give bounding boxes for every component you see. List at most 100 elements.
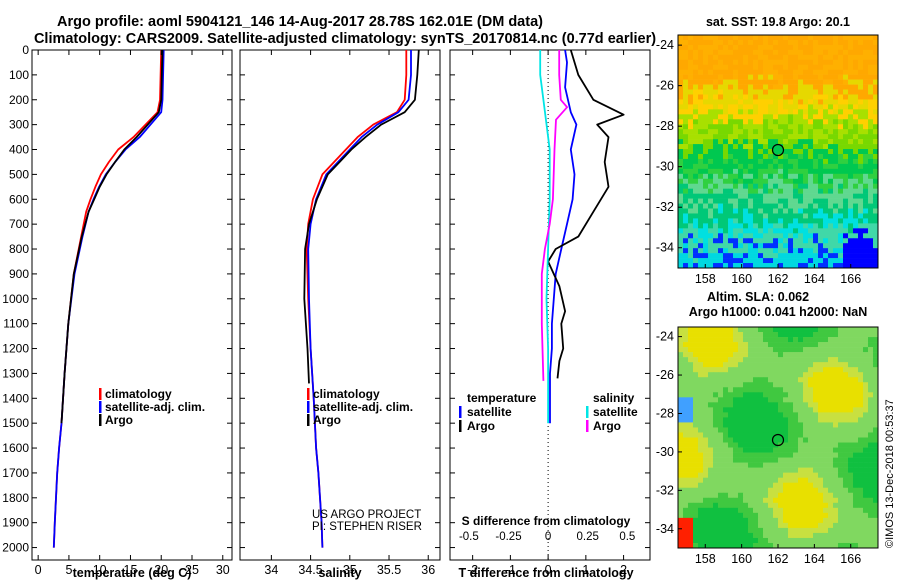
map-cell <box>833 69 839 75</box>
map-cell <box>798 258 804 264</box>
map-cell <box>853 492 859 499</box>
map-cell <box>818 99 824 105</box>
map-cell <box>758 64 764 70</box>
map-cell <box>718 367 724 373</box>
map-cell <box>808 79 814 85</box>
map-cell <box>873 437 879 443</box>
map-cell <box>868 397 874 403</box>
map-cell <box>863 198 869 204</box>
map-cell <box>788 482 794 489</box>
map-cell <box>858 367 864 373</box>
map-cell <box>813 253 819 259</box>
map-cell <box>738 44 744 51</box>
map-cell <box>793 198 799 204</box>
map-cell <box>738 109 744 115</box>
map-cell <box>838 223 844 229</box>
map-cell <box>723 427 729 433</box>
depth-tick-label: 2000 <box>2 541 29 555</box>
map-cell <box>728 188 734 194</box>
map-cell <box>753 114 759 120</box>
map-cell <box>768 163 774 170</box>
map-cell <box>763 447 769 453</box>
map-cell <box>678 238 684 244</box>
map-cell <box>798 124 804 130</box>
map-cell <box>798 79 804 85</box>
map-cell <box>683 427 689 433</box>
map-cell <box>758 139 764 145</box>
map-cell <box>703 178 709 185</box>
map-cell <box>728 542 734 549</box>
map-cell <box>693 119 699 125</box>
map-cell <box>683 377 689 383</box>
map-cell <box>818 134 824 140</box>
map-cell <box>788 99 794 105</box>
map-cell <box>783 188 789 194</box>
map-cell <box>858 467 864 473</box>
map-cell <box>828 477 834 483</box>
map-cell <box>838 35 844 41</box>
map-cell <box>778 248 784 254</box>
map-cell <box>783 537 789 544</box>
map-cell <box>843 387 849 393</box>
map-cell <box>788 452 794 458</box>
map-cell <box>718 59 724 66</box>
map-cell <box>713 104 719 110</box>
map-cell <box>803 59 809 66</box>
map-cell <box>773 168 779 175</box>
map-cell <box>688 208 694 214</box>
map-cell <box>783 238 789 244</box>
map-cell <box>778 497 784 504</box>
map-cell <box>813 337 819 343</box>
map-cell <box>783 193 789 199</box>
map-cell <box>728 527 734 534</box>
map-cell <box>863 168 869 175</box>
map-cell <box>873 213 879 219</box>
map-cell <box>873 64 879 70</box>
map-cell <box>873 228 879 234</box>
map-cell <box>758 532 764 539</box>
map-cell <box>773 392 779 398</box>
map-cell <box>678 447 684 453</box>
map-cell <box>778 342 784 348</box>
map-cell <box>728 44 734 51</box>
map-cell <box>758 417 764 423</box>
map-cell <box>708 248 714 254</box>
map-cell <box>708 457 714 463</box>
map-cell <box>688 139 694 145</box>
map-cell <box>828 84 834 90</box>
map-cell <box>873 203 879 209</box>
map-cell <box>703 512 709 519</box>
map-cell <box>688 258 694 264</box>
map-cell <box>833 387 839 393</box>
map-cell <box>718 327 724 333</box>
map-cell <box>708 467 714 473</box>
map-cell <box>713 372 719 378</box>
map-cell <box>753 447 759 453</box>
map-cell <box>773 119 779 125</box>
map-cell <box>703 188 709 194</box>
map-cell <box>868 178 874 185</box>
map-cell <box>833 253 839 259</box>
map-cell <box>833 168 839 175</box>
map-cell <box>703 332 709 338</box>
map-cell <box>863 382 869 388</box>
map-cell <box>763 109 769 115</box>
map-cell <box>788 337 794 343</box>
map-cell <box>798 208 804 214</box>
map-cell <box>853 437 859 443</box>
map-cell <box>833 527 839 534</box>
map-cell <box>788 512 794 519</box>
map-cell <box>708 253 714 259</box>
map-cell <box>728 332 734 338</box>
map-cell <box>708 497 714 504</box>
map-cell <box>838 84 844 90</box>
map-cell <box>783 507 789 514</box>
map-cell <box>823 527 829 534</box>
map-cell <box>793 407 799 413</box>
map-cell <box>693 134 699 140</box>
map-cell <box>683 79 689 85</box>
map-cell <box>678 432 684 438</box>
map-cell <box>733 39 739 46</box>
map-cell <box>743 188 749 194</box>
map-cell <box>678 59 684 66</box>
